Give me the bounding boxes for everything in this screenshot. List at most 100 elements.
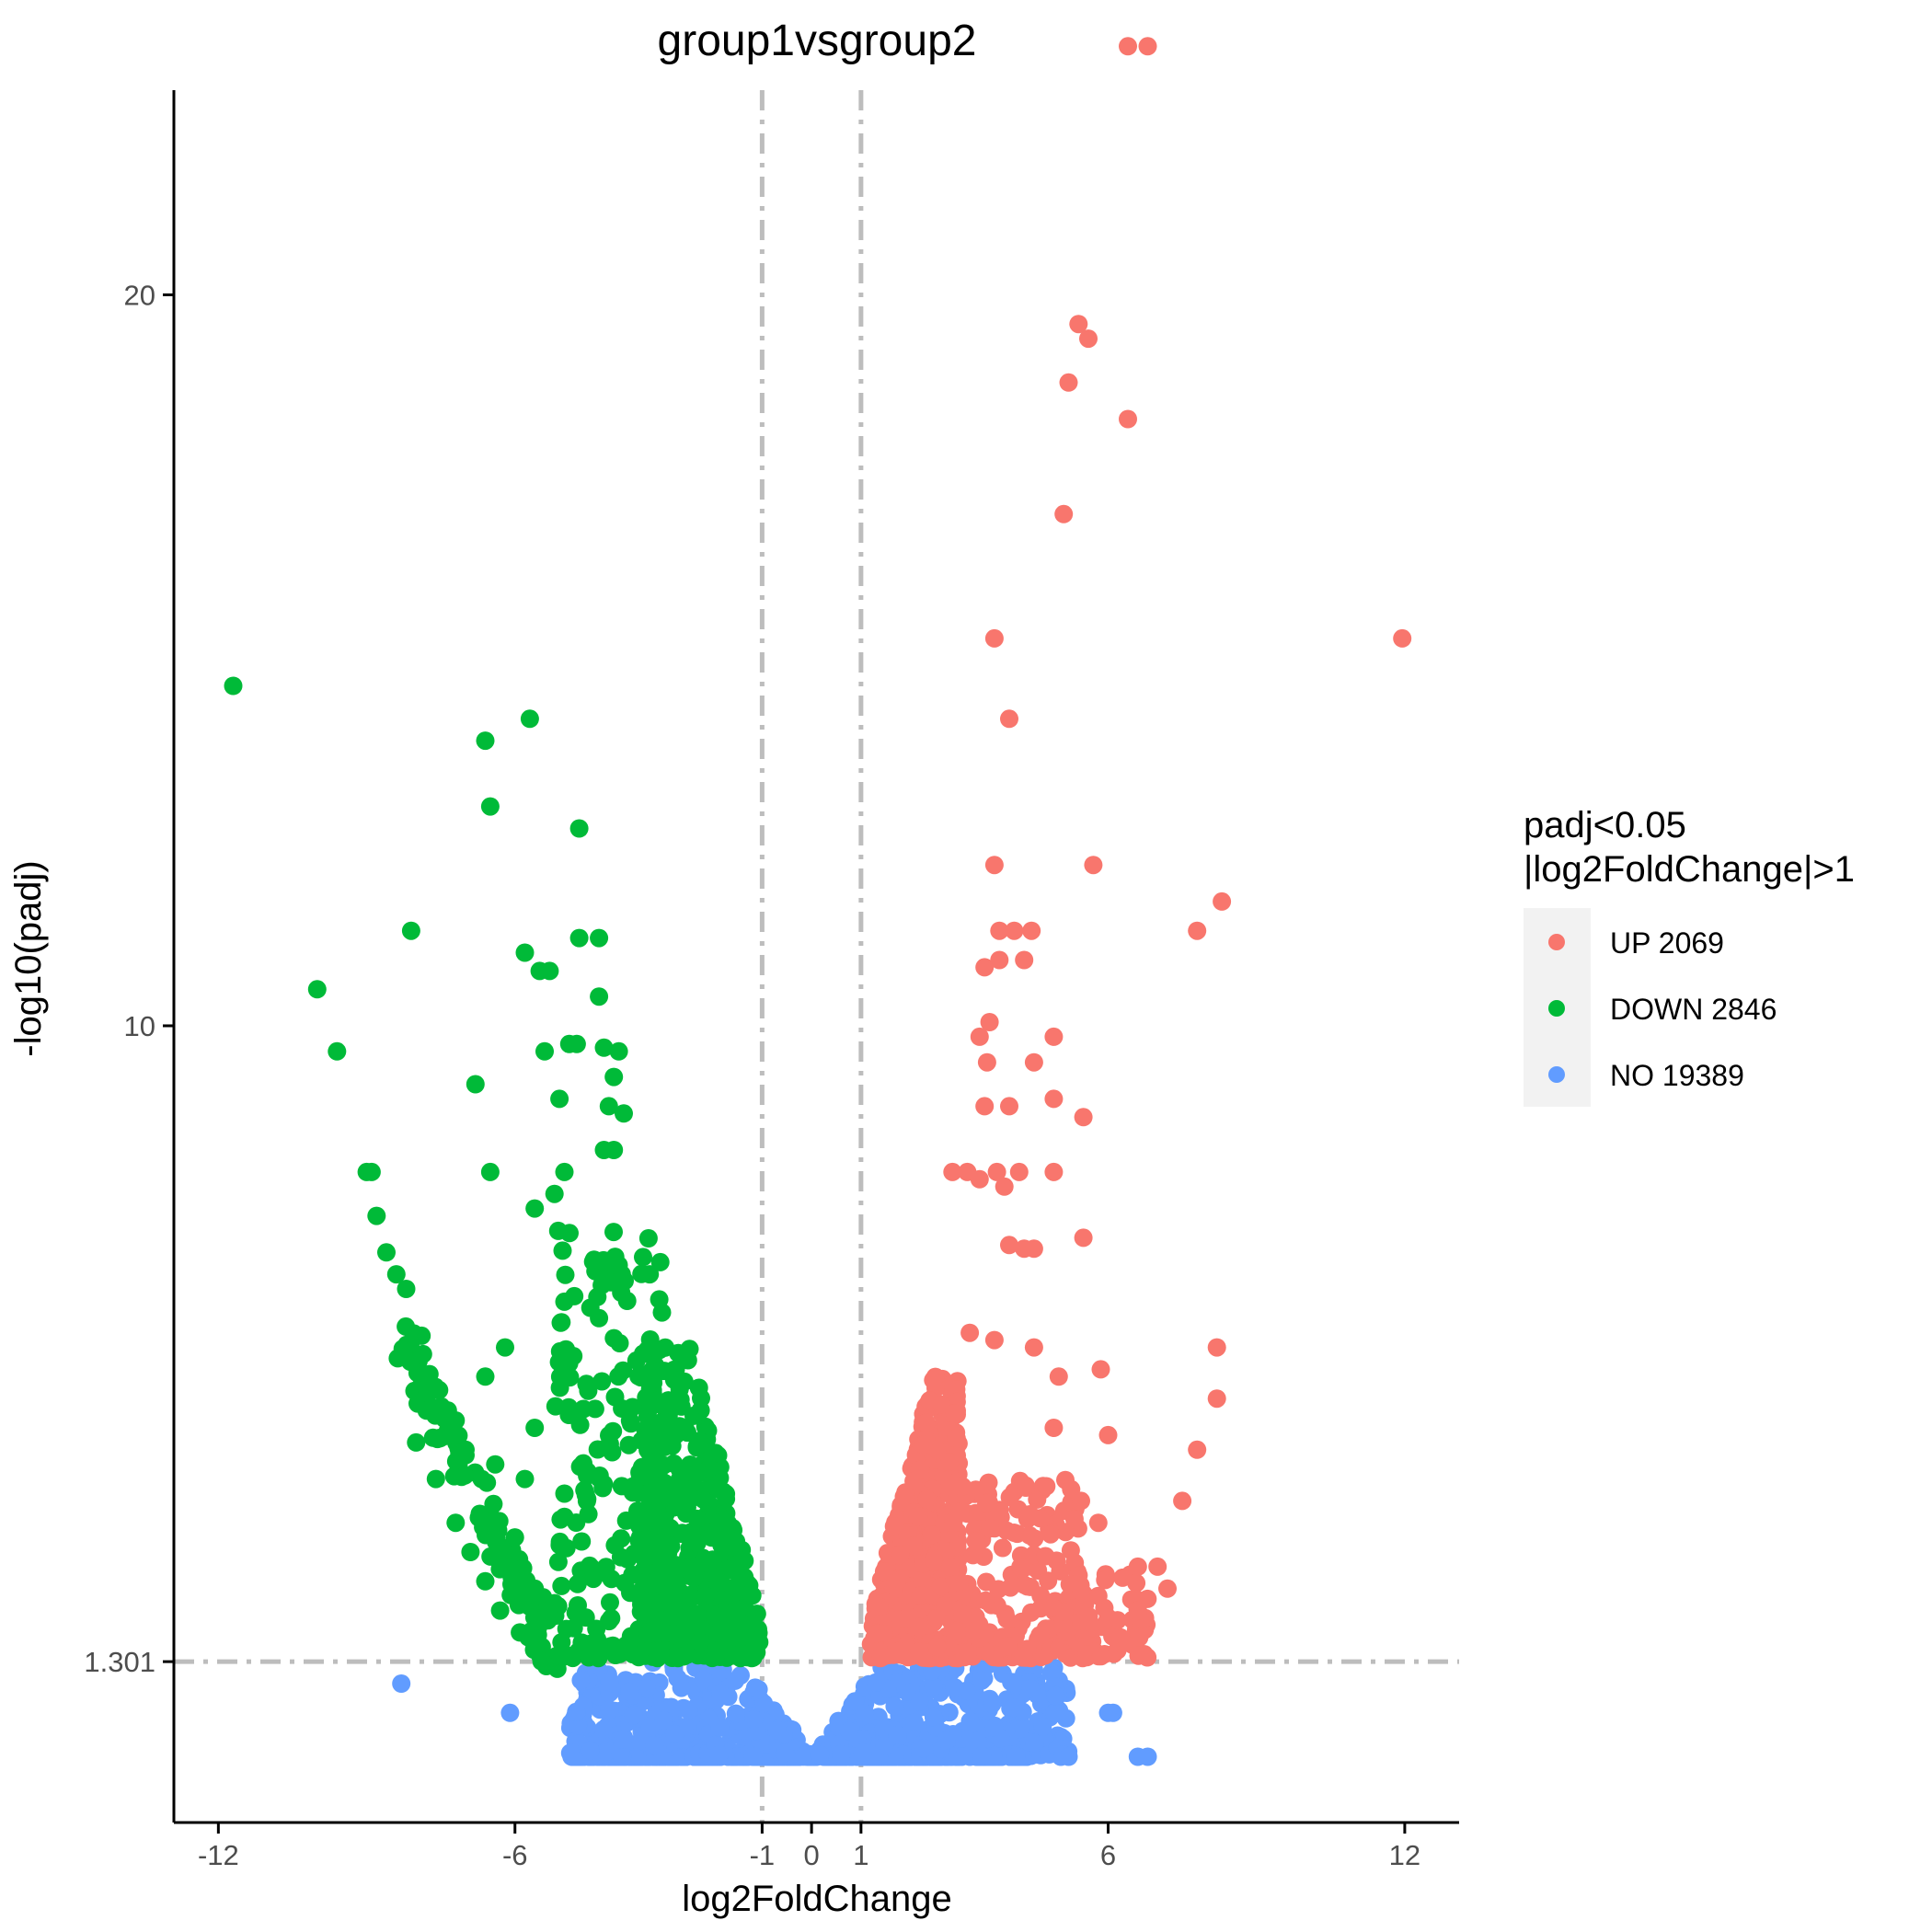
- point-down: [675, 1418, 695, 1437]
- point-up: [916, 1413, 936, 1432]
- point-up: [908, 1507, 927, 1526]
- point-no: [795, 1746, 814, 1765]
- point-no: [749, 1680, 768, 1699]
- point-down: [555, 1484, 574, 1503]
- point-up: [976, 1591, 995, 1610]
- point-down: [590, 987, 609, 1006]
- point-down: [599, 1097, 618, 1116]
- point-down: [677, 1498, 696, 1517]
- point-up: [910, 1617, 929, 1637]
- point-up: [1130, 1627, 1149, 1647]
- point-up: [927, 1638, 947, 1657]
- point-down: [388, 1349, 408, 1368]
- point-no: [620, 1682, 639, 1701]
- point-no: [1021, 1679, 1041, 1698]
- point-down: [623, 1565, 642, 1584]
- point-up: [1079, 329, 1098, 349]
- point-down: [674, 1647, 694, 1665]
- point-up: [943, 1162, 962, 1181]
- point-no: [654, 1711, 673, 1730]
- point-no: [937, 1731, 956, 1750]
- point-up: [1012, 1560, 1031, 1579]
- point-up: [1015, 950, 1034, 970]
- point-down: [461, 1543, 480, 1561]
- point-no: [1138, 1747, 1157, 1766]
- point-no: [581, 1741, 600, 1760]
- point-down: [650, 1252, 670, 1271]
- point-up: [1188, 1440, 1207, 1459]
- point-no: [614, 1731, 632, 1749]
- point-no: [924, 1677, 943, 1696]
- point-up: [1127, 1573, 1146, 1593]
- point-up: [1037, 1477, 1056, 1496]
- point-down: [515, 943, 535, 962]
- point-down: [604, 1067, 624, 1087]
- point-no: [645, 1736, 664, 1755]
- point-no: [1005, 1673, 1024, 1692]
- point-up: [1049, 1367, 1068, 1386]
- point-down: [659, 1584, 678, 1604]
- point-down: [743, 1647, 763, 1666]
- point-up: [975, 1097, 995, 1116]
- point-down: [420, 1364, 439, 1384]
- point-up: [984, 628, 1004, 648]
- point-up: [970, 1169, 989, 1189]
- point-up: [1039, 1571, 1058, 1591]
- point-up: [1044, 1419, 1064, 1437]
- point-down: [552, 1576, 571, 1595]
- point-no: [972, 1671, 992, 1690]
- point-down: [568, 1574, 587, 1593]
- point-down: [654, 1438, 673, 1456]
- point-down: [615, 1104, 633, 1123]
- point-down: [610, 1334, 629, 1352]
- point-no: [710, 1718, 730, 1737]
- point-no: [888, 1726, 907, 1744]
- point-down: [648, 1501, 667, 1521]
- point-up: [966, 1531, 985, 1550]
- point-up: [931, 1577, 950, 1596]
- point-down: [620, 1411, 639, 1431]
- point-up: [1188, 921, 1207, 940]
- point-down: [696, 1586, 715, 1605]
- point-up: [1148, 1557, 1167, 1576]
- point-down: [588, 1641, 607, 1661]
- point-down: [605, 1387, 625, 1407]
- point-no: [968, 1731, 987, 1751]
- legend-key-up: [1548, 934, 1565, 950]
- point-no: [1033, 1717, 1052, 1736]
- point-no: [885, 1696, 904, 1716]
- point-no: [560, 1743, 580, 1763]
- point-down: [747, 1631, 766, 1650]
- point-no: [611, 1743, 630, 1763]
- point-no: [1103, 1703, 1122, 1722]
- point-up: [914, 1435, 933, 1455]
- point-up: [953, 1477, 972, 1496]
- point-down: [627, 1351, 646, 1370]
- point-up: [1207, 1389, 1226, 1409]
- point-up: [947, 1429, 966, 1448]
- y-axis-ticks: 1.301 10 20: [84, 279, 174, 1678]
- point-up: [997, 1609, 1017, 1628]
- point-down: [688, 1463, 707, 1482]
- x-tick-label: 12: [1389, 1839, 1420, 1871]
- point-up: [927, 1609, 946, 1628]
- point-down: [515, 1469, 535, 1489]
- point-down: [588, 1440, 607, 1459]
- point-down: [532, 1651, 551, 1671]
- point-down: [525, 1419, 545, 1437]
- point-down: [652, 1303, 672, 1322]
- point-up: [990, 950, 1009, 970]
- x-axis-label: log2FoldChange: [682, 1879, 952, 1919]
- point-up: [984, 1330, 1004, 1350]
- point-no: [726, 1704, 745, 1723]
- point-down: [569, 928, 589, 948]
- point-up: [1000, 1236, 1018, 1255]
- point-down: [550, 1089, 569, 1109]
- point-up: [1018, 1577, 1037, 1596]
- point-no: [1046, 1686, 1065, 1706]
- point-no: [600, 1673, 619, 1692]
- point-up: [1016, 1476, 1035, 1495]
- point-down: [567, 1034, 586, 1053]
- point-down: [585, 1399, 604, 1419]
